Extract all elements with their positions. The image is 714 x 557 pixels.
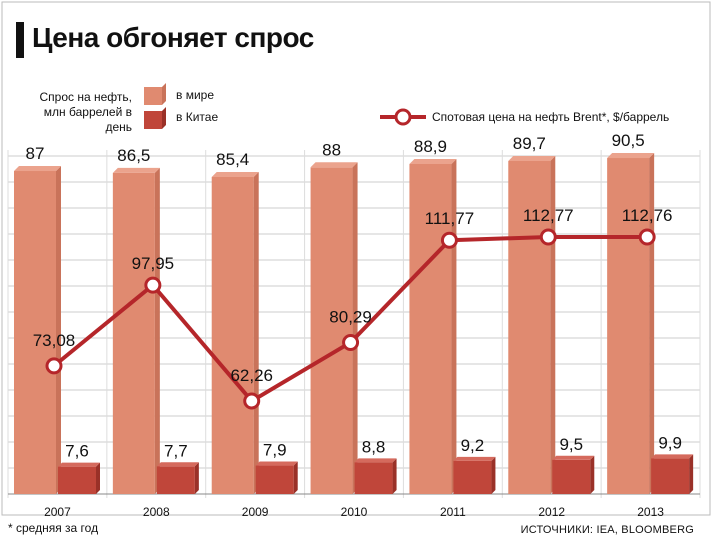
china-bar-side xyxy=(194,462,199,494)
price-label: 73,08 xyxy=(33,331,76,350)
world-bar xyxy=(508,160,551,494)
x-tick-label: 2008 xyxy=(143,505,170,519)
china-bar-top xyxy=(651,454,694,459)
world-bar xyxy=(409,163,452,495)
x-tick-label: 2009 xyxy=(242,505,269,519)
bars-legend-caption: Спрос на нефть, млн баррелей в день xyxy=(24,90,132,135)
world-bar-side xyxy=(649,153,655,495)
china-bar-label: 9,5 xyxy=(559,435,583,454)
price-label: 111,77 xyxy=(425,209,474,228)
world-bar-side xyxy=(253,171,259,494)
china-bar xyxy=(156,466,195,494)
x-tick-label: 2011 xyxy=(440,505,466,519)
price-line xyxy=(45,228,656,410)
world-bar-label: 90,5 xyxy=(612,131,645,150)
china-bar-label: 8,8 xyxy=(362,437,386,456)
china-bar-label: 7,9 xyxy=(263,441,287,460)
world-bar-label: 86,5 xyxy=(117,146,150,165)
price-point xyxy=(440,231,458,249)
china-bar xyxy=(453,460,492,494)
world-bar-top xyxy=(607,153,655,159)
world-bar xyxy=(310,167,353,495)
china-bar-top xyxy=(255,461,298,466)
price-point xyxy=(539,228,557,246)
world-bar-side xyxy=(56,166,61,494)
world-bar-top xyxy=(409,158,457,164)
price-label: 112,76 xyxy=(622,206,673,225)
world-bar-label: 88,9 xyxy=(414,137,447,156)
bars-caption-line2: млн баррелей в день xyxy=(43,105,132,134)
china-bar-top xyxy=(354,458,397,463)
legend-china-swatch xyxy=(144,111,162,129)
legend-line-marker xyxy=(394,108,412,126)
china-bar-top xyxy=(453,456,496,461)
price-label: 80,29 xyxy=(329,307,372,326)
china-bar-label: 7,7 xyxy=(164,441,188,460)
world-bar xyxy=(112,172,155,494)
world-bar-side xyxy=(154,167,160,494)
china-bar-side xyxy=(491,456,496,494)
world-bar-top xyxy=(14,166,61,172)
china-bar-side xyxy=(293,461,298,494)
price-label: 97,95 xyxy=(132,254,175,273)
price-label: 112,77 xyxy=(523,206,574,225)
world-bar-top xyxy=(112,167,160,173)
data-labels: 87 7,6 86,5 7,7 85,4 7,9 88 8,8 88,9 9,2 89,7 9,5 90… xyxy=(26,131,682,461)
world-bar-side xyxy=(352,162,358,495)
china-bar xyxy=(58,466,96,494)
legend-world-swatch xyxy=(144,87,162,105)
title-accent xyxy=(16,22,24,58)
china-bar xyxy=(354,462,393,494)
china-bar-label: 9,9 xyxy=(658,433,682,452)
x-tick-label: 2012 xyxy=(538,505,565,519)
china-bar xyxy=(255,465,294,494)
china-bar-side xyxy=(590,455,595,494)
world-bar-label: 85,4 xyxy=(216,150,249,169)
source-note: ИСТОЧНИКИ: IEA, BLOOMBERG xyxy=(520,524,694,536)
footnote: * средняя за год xyxy=(8,521,99,535)
world-bar-top xyxy=(211,171,259,177)
china-bar-side xyxy=(689,454,694,494)
china-bars xyxy=(58,454,694,494)
china-bar xyxy=(552,459,591,494)
bars-caption-line1: Спрос на нефть, xyxy=(39,90,132,104)
price-label: 62,26 xyxy=(230,366,273,385)
world-bar-label: 87 xyxy=(26,144,45,163)
x-tick-label: 2013 xyxy=(637,505,664,519)
china-bar-top xyxy=(156,462,199,467)
legend-world-swatch-side xyxy=(162,83,166,105)
price-point xyxy=(243,392,261,410)
legend-marks xyxy=(144,83,426,129)
world-bar xyxy=(607,158,650,495)
world-bar xyxy=(211,176,254,494)
world-bar-top xyxy=(310,162,358,168)
chart-title: Цена обгоняет спрос xyxy=(32,22,314,53)
price-point xyxy=(638,228,656,246)
china-bar-label: 7,6 xyxy=(65,442,89,461)
legend-china-swatch-side xyxy=(162,107,166,129)
price-point xyxy=(144,276,162,294)
china-bar xyxy=(651,458,690,494)
price-point xyxy=(342,333,360,351)
china-bar-side xyxy=(392,458,397,494)
world-bar-label: 89,7 xyxy=(513,134,546,153)
legend-world-label: в мире xyxy=(176,88,215,102)
x-tick-label: 2010 xyxy=(341,505,368,519)
world-bar-label: 88 xyxy=(322,140,341,159)
china-bar-top xyxy=(58,462,100,467)
legend-china-label: в Китае xyxy=(176,110,219,124)
china-bar-label: 9,2 xyxy=(461,436,485,455)
legend-line-label: Спотовая цена на нефть Brent*, $/баррель xyxy=(432,110,670,124)
x-tick-label: 2007 xyxy=(44,505,71,519)
china-bar-side xyxy=(96,462,100,494)
world-bar-top xyxy=(508,155,556,161)
price-point xyxy=(45,357,63,375)
china-bar-top xyxy=(552,455,595,460)
world-bar xyxy=(14,171,56,494)
